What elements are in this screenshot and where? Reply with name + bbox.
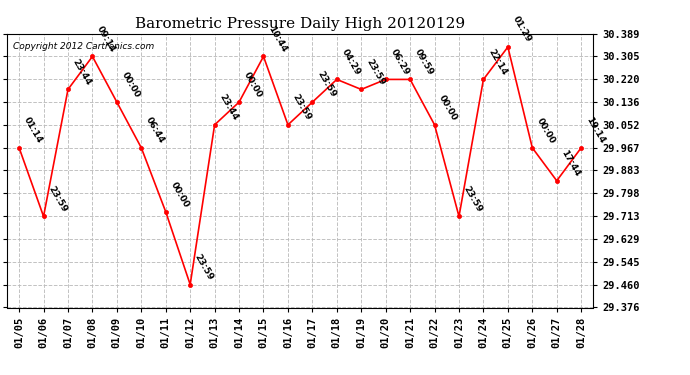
Text: 06:29: 06:29 xyxy=(388,47,411,76)
Text: 23:59: 23:59 xyxy=(46,184,68,214)
Text: 23:59: 23:59 xyxy=(290,93,313,122)
Text: 23:59: 23:59 xyxy=(315,70,337,99)
Text: 09:59: 09:59 xyxy=(413,47,435,76)
Text: 04:29: 04:29 xyxy=(339,47,362,76)
Text: 00:00: 00:00 xyxy=(168,180,190,209)
Text: 01:29: 01:29 xyxy=(511,15,533,44)
Text: 23:44: 23:44 xyxy=(217,93,239,122)
Text: 23:59: 23:59 xyxy=(364,57,386,87)
Text: Copyright 2012 Cartronics.com: Copyright 2012 Cartronics.com xyxy=(13,42,154,51)
Text: 17:44: 17:44 xyxy=(560,148,582,178)
Text: 23:44: 23:44 xyxy=(71,57,93,87)
Text: 22:14: 22:14 xyxy=(486,47,509,76)
Title: Barometric Pressure Daily High 20120129: Barometric Pressure Daily High 20120129 xyxy=(135,17,465,31)
Text: 01:14: 01:14 xyxy=(22,116,44,145)
Text: 00:00: 00:00 xyxy=(241,70,264,99)
Text: 23:59: 23:59 xyxy=(462,184,484,214)
Text: 00:00: 00:00 xyxy=(119,70,141,99)
Text: 09:14: 09:14 xyxy=(95,24,117,54)
Text: 00:00: 00:00 xyxy=(535,116,557,145)
Text: 00:00: 00:00 xyxy=(437,93,459,122)
Text: 19:14: 19:14 xyxy=(584,116,607,145)
Text: 06:44: 06:44 xyxy=(144,116,166,145)
Text: 23:59: 23:59 xyxy=(193,252,215,282)
Text: 10:44: 10:44 xyxy=(266,24,288,54)
